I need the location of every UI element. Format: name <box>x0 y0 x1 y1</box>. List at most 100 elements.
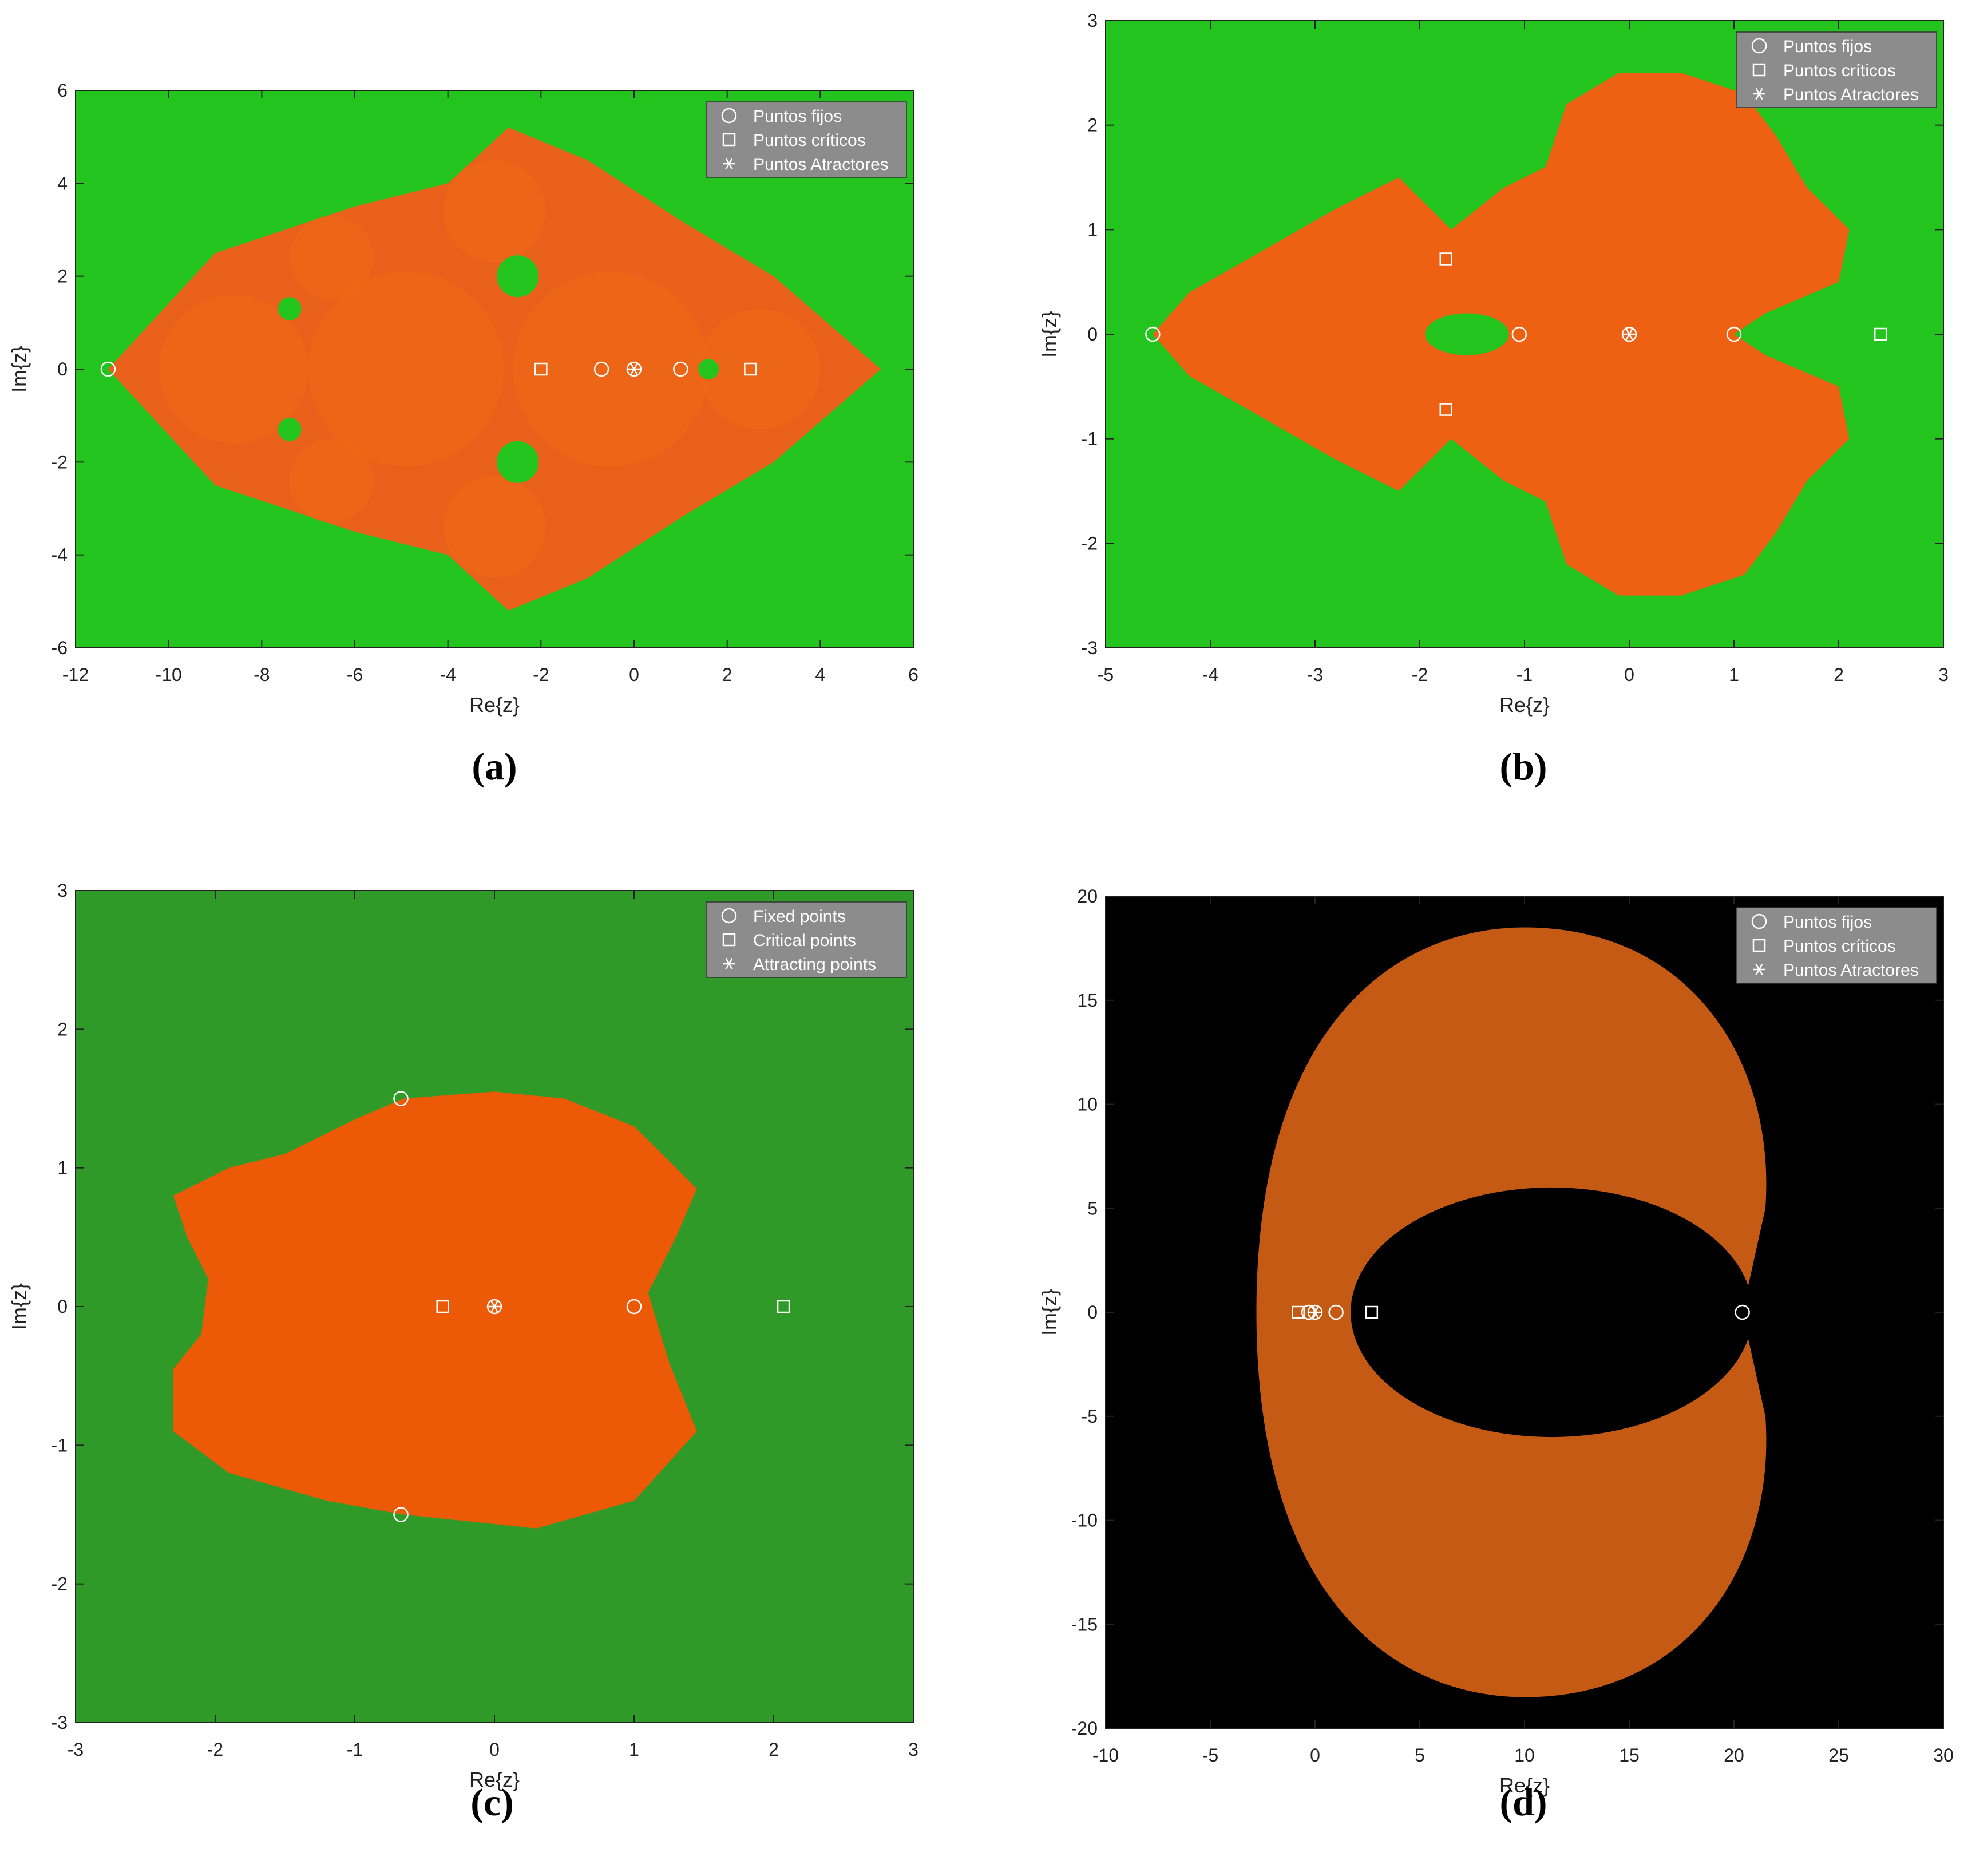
basin-layer <box>1153 73 1850 596</box>
x-tick-label: -3 <box>1307 664 1323 685</box>
fixed-point-marker <box>626 1299 642 1315</box>
legend-label: Puntos fijos <box>1783 913 1872 932</box>
x-tick-label: 0 <box>1624 664 1634 685</box>
y-tick-label: 4 <box>57 173 68 193</box>
x-tick-label: -5 <box>1202 1745 1218 1766</box>
y-tick-label: 0 <box>1087 1302 1098 1323</box>
x-tick-label: -12 <box>62 664 89 685</box>
green-island <box>497 255 539 298</box>
attracting-point-marker <box>628 363 640 375</box>
basin-lobe <box>443 160 546 263</box>
chart-b-svg: -5 -4 -3 -2 -1 0 1 2 3 -3 -2 -1 0 1 2 3 Re{z} Im{z} Puntos… <box>1038 10 1949 717</box>
legend-marker <box>1752 939 1766 952</box>
x-tick-label: 5 <box>1415 1745 1425 1766</box>
y-tick-label: 3 <box>1087 10 1098 31</box>
chart-panel-d: -10 -5 0 5 10 15 20 25 30 -20 -15 -10 -5 0 5 10 15 20 Re{z… <box>982 836 1964 1876</box>
fixed-point-marker <box>1621 326 1637 342</box>
x-tick-label: 10 <box>1514 1745 1535 1766</box>
chart-c-svg: -3 -2 -1 0 1 2 3 -3 -2 -1 0 1 2 3 Re{z} Im{z} Fixed poin… <box>7 880 918 1791</box>
critical-point-marker <box>1439 252 1452 266</box>
legend-marker <box>723 957 735 970</box>
legend-marker <box>723 157 735 170</box>
legend-label: Puntos críticos <box>1783 61 1896 80</box>
caption-a-label: (a) <box>472 745 517 788</box>
y-tick-label: 5 <box>1087 1198 1098 1218</box>
x-tick-label: -1 <box>1516 664 1533 685</box>
y-tick-label: 0 <box>57 359 68 379</box>
critical-point-marker <box>1439 403 1452 416</box>
legend-label: Attracting points <box>753 955 876 974</box>
y-tick-label: 6 <box>57 80 68 101</box>
legend-label: Puntos Atractores <box>1783 961 1919 980</box>
y-tick-label: -1 <box>1082 429 1098 449</box>
x-tick-label: 4 <box>815 664 825 685</box>
x-tick-label: -2 <box>1412 664 1428 685</box>
legend-label: Puntos fijos <box>1783 37 1872 56</box>
legend-label: Puntos críticos <box>753 131 866 150</box>
x-tick-label: -1 <box>347 1739 363 1760</box>
caption-b: (b) <box>1409 744 1638 789</box>
x-tick-label: 3 <box>908 1739 918 1760</box>
fixed-point-marker <box>673 361 688 377</box>
green-island <box>497 441 539 483</box>
x-tick-label: 0 <box>629 664 639 685</box>
critical-point-marker <box>744 362 757 376</box>
y-tick-label: 2 <box>1087 115 1098 136</box>
fixed-point-marker <box>393 1091 409 1106</box>
fixed-point-marker <box>1735 1304 1750 1320</box>
x-tick-label: 0 <box>489 1739 500 1760</box>
legend-box <box>706 101 907 178</box>
caption-c: (c) <box>378 1780 607 1825</box>
fixed-point-marker <box>100 361 116 377</box>
x-tick-label: 0 <box>1310 1745 1320 1766</box>
inner-hole <box>1351 1187 1753 1438</box>
caption-a: (a) <box>380 744 609 789</box>
y-tick-label: -1 <box>52 1435 68 1455</box>
y-tick-label: -5 <box>1082 1406 1098 1427</box>
legend: Puntos fijos Puntos críticos Puntos Atract… <box>706 101 907 178</box>
legend-marker <box>1753 963 1765 976</box>
x-axis-label: Re{z} <box>1499 693 1550 717</box>
basin-layer <box>173 1091 697 1529</box>
basin-lobe <box>443 476 546 579</box>
chart-panel-a: -12 -10 -8 -6 -4 -2 0 2 4 6 -6 -4 -2 0 2 4 6 Re{z} Im{z} Pu… <box>0 0 982 836</box>
y-tick-label: 1 <box>57 1158 68 1178</box>
y-tick-label: -3 <box>52 1712 68 1733</box>
attracting-point-marker <box>1309 1306 1321 1319</box>
legend-label: Puntos críticos <box>1783 937 1896 956</box>
y-tick-label: 10 <box>1077 1094 1098 1115</box>
x-tick-label: -6 <box>347 664 363 685</box>
y-tick-label: -2 <box>1082 533 1098 553</box>
x-tick-label: -2 <box>533 664 549 685</box>
x-tick-label: -4 <box>1202 664 1218 685</box>
legend-marker <box>721 908 737 924</box>
y-tick-label: -15 <box>1071 1614 1098 1634</box>
caption-d-label: (d) <box>1499 1780 1547 1824</box>
fixed-point-marker <box>393 1507 409 1522</box>
x-tick-label: 2 <box>1834 664 1844 685</box>
attracting-point-marker <box>488 1300 501 1313</box>
basin-lobe <box>159 295 308 444</box>
x-tick-label: -3 <box>68 1739 84 1760</box>
basin-lobe <box>290 216 374 300</box>
legend-box <box>706 901 907 978</box>
chart-a-svg: -12 -10 -8 -6 -4 -2 0 2 4 6 -6 -4 -2 0 2 4 6 Re{z} Im{z} Pu… <box>7 80 918 717</box>
attracting-point-marker <box>1623 328 1636 341</box>
y-tick-label: -4 <box>52 545 68 565</box>
y-tick-label: 0 <box>1087 324 1098 345</box>
chart-panel-b: -5 -4 -3 -2 -1 0 1 2 3 -3 -2 -1 0 1 2 3 Re{z} Im{z} Puntos… <box>982 0 1964 836</box>
legend-label: Puntos fijos <box>753 107 842 126</box>
x-tick-label: -2 <box>207 1739 223 1760</box>
y-tick-label: 0 <box>57 1296 68 1317</box>
x-tick-label: 1 <box>629 1739 639 1760</box>
legend-marker <box>722 133 736 147</box>
critical-point-marker <box>534 362 548 376</box>
caption-d: (d) <box>1409 1780 1638 1825</box>
legend-label: Puntos Atractores <box>1783 85 1919 104</box>
basin-lobe <box>308 271 504 467</box>
chart-d-svg: -10 -5 0 5 10 15 20 25 30 -20 -15 -10 -5 0 5 10 15 20 Re{z… <box>1038 886 1954 1797</box>
basin-lobe <box>513 271 709 467</box>
legend-marker <box>1753 88 1765 100</box>
basin-region <box>173 1091 697 1529</box>
y-tick-label: 3 <box>57 880 68 901</box>
